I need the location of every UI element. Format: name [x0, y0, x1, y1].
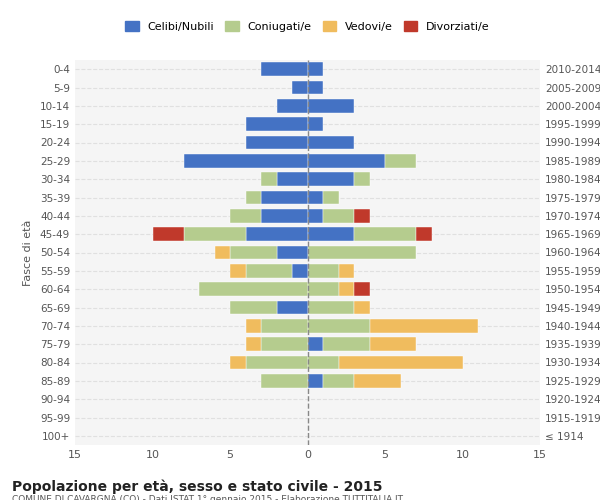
Bar [261, 172, 277, 186]
Text: COMUNE DI CAVARGNA (CO) - Dati ISTAT 1° gennaio 2015 - Elaborazione TUTTITALIA.I: COMUNE DI CAVARGNA (CO) - Dati ISTAT 1° … [12, 495, 403, 500]
Bar [245, 190, 261, 204]
Bar [261, 319, 308, 332]
Bar [292, 80, 308, 94]
Bar [245, 118, 308, 131]
Bar [323, 374, 354, 388]
Bar [277, 99, 308, 112]
Bar [245, 319, 261, 332]
Bar [199, 282, 308, 296]
Bar [245, 264, 292, 278]
Bar [354, 374, 401, 388]
Bar [385, 154, 416, 168]
Bar [152, 228, 184, 241]
Bar [338, 356, 463, 370]
Bar [308, 62, 323, 76]
Bar [245, 228, 308, 241]
Bar [308, 300, 354, 314]
Bar [308, 264, 338, 278]
Bar [308, 190, 323, 204]
Bar [230, 264, 245, 278]
Bar [308, 338, 323, 351]
Bar [245, 338, 261, 351]
Bar [308, 246, 416, 260]
Bar [354, 300, 370, 314]
Bar [261, 209, 308, 222]
Bar [323, 190, 338, 204]
Bar [354, 209, 370, 222]
Bar [308, 228, 354, 241]
Bar [416, 228, 431, 241]
Bar [354, 172, 370, 186]
Bar [308, 172, 354, 186]
Bar [323, 338, 370, 351]
Bar [308, 209, 323, 222]
Bar [215, 246, 230, 260]
Bar [308, 80, 323, 94]
Bar [245, 356, 308, 370]
Bar [370, 319, 478, 332]
Bar [308, 118, 323, 131]
Bar [277, 172, 308, 186]
Bar [308, 374, 323, 388]
Bar [261, 374, 308, 388]
Bar [308, 154, 385, 168]
Bar [184, 228, 245, 241]
Bar [245, 136, 308, 149]
Bar [338, 264, 354, 278]
Bar [354, 282, 370, 296]
Bar [230, 209, 261, 222]
Bar [277, 300, 308, 314]
Bar [308, 282, 338, 296]
Bar [308, 99, 354, 112]
Bar [230, 356, 245, 370]
Bar [261, 190, 308, 204]
Bar [308, 136, 354, 149]
Bar [261, 62, 308, 76]
Bar [230, 300, 277, 314]
Bar [230, 246, 277, 260]
Bar [308, 356, 338, 370]
Bar [292, 264, 308, 278]
Legend: Celibi/Nubili, Coniugati/e, Vedovi/e, Divorziati/e: Celibi/Nubili, Coniugati/e, Vedovi/e, Di… [120, 16, 495, 38]
Bar [308, 319, 370, 332]
Y-axis label: Fasce di età: Fasce di età [23, 220, 33, 286]
Bar [338, 282, 354, 296]
Bar [277, 246, 308, 260]
Bar [370, 338, 416, 351]
Text: Popolazione per età, sesso e stato civile - 2015: Popolazione per età, sesso e stato civil… [12, 480, 383, 494]
Bar [184, 154, 308, 168]
Bar [261, 338, 308, 351]
Bar [354, 228, 416, 241]
Bar [323, 209, 354, 222]
